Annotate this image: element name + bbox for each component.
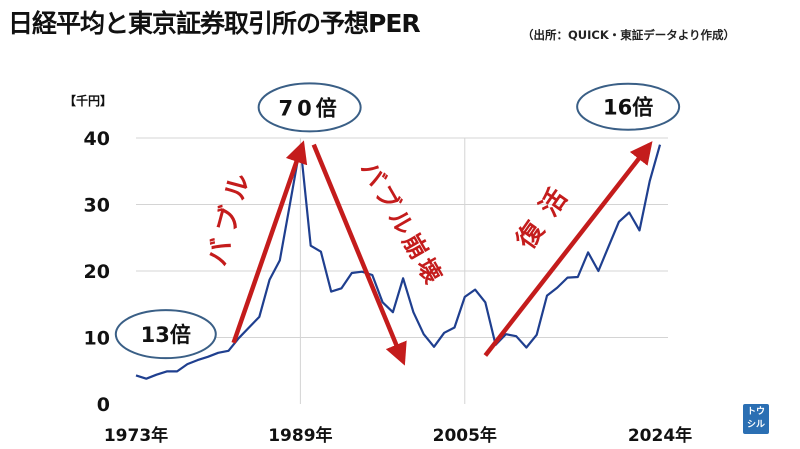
trend-arrow (483, 141, 653, 357)
per-ellipse (114, 309, 217, 360)
per-ellipse (257, 82, 362, 133)
y-tick-label: 0 (97, 394, 110, 416)
arrow-label-bubble: バブル (202, 163, 258, 270)
y-tick-label: 10 (84, 328, 110, 350)
per-label: 70倍 (279, 96, 341, 120)
y-tick-label: 30 (84, 195, 110, 217)
source-note: （出所：QUICK・東証データより作成） (522, 28, 736, 42)
x-tick-label: 1989年 (268, 425, 332, 446)
x-tick-label: 1973年 (104, 425, 168, 446)
per-label: 16倍 (603, 96, 653, 120)
y-tick-label: 40 (84, 128, 110, 150)
trend-arrow (311, 143, 407, 366)
logo-line-2: シル (746, 420, 765, 430)
logo-line-1: トウ (746, 407, 765, 417)
x-tick-label: 2024年 (628, 425, 692, 446)
per-label: 13倍 (141, 323, 191, 347)
per-ellipse (576, 82, 681, 131)
page-title: 日経平均と東京証券取引所の予想PER (8, 9, 421, 38)
y-tick-label: 20 (84, 261, 110, 283)
y-axis-label: 【千円】 (64, 93, 112, 108)
series-line (135, 144, 662, 380)
toushiru-logo: トウ シル (743, 404, 769, 434)
x-tick-label: 2005年 (433, 425, 497, 446)
trend-arrow (231, 140, 308, 344)
